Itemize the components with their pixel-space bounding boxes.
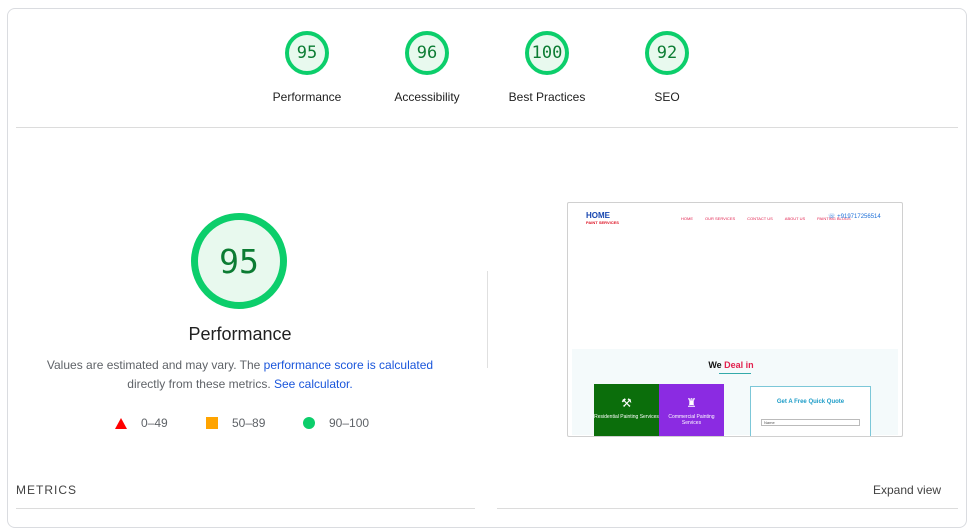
gauge-best-practices[interactable]: 100 Best Practices <box>487 31 607 104</box>
residential-tile: ⚒ Residential Painting Services <box>594 384 659 436</box>
desc-middle: directly from these metrics. <box>127 377 274 391</box>
performance-title: Performance <box>188 324 292 344</box>
gauge-label: Accessibility <box>394 90 460 104</box>
gauge-score: 96 <box>405 31 449 75</box>
legend-pass: 90–100 <box>303 416 369 430</box>
nav-item: HOME <box>681 216 693 221</box>
metrics-divider-right <box>497 508 958 509</box>
metrics-heading: METRICS <box>16 483 77 497</box>
gauge-performance[interactable]: 95 Performance <box>247 31 367 104</box>
legend-average: 50–89 <box>206 416 265 430</box>
gauge-seo[interactable]: 92 SEO <box>607 31 727 104</box>
circle-icon <box>303 417 315 429</box>
site-nav: HOME OUR SERVICES CONTACT US ABOUT US PA… <box>681 216 851 221</box>
phone-number: +919717256514 <box>837 214 881 220</box>
desc-prefix: Values are estimated and may vary. The <box>46 358 264 372</box>
deal-heading: We Deal in <box>568 360 894 370</box>
legend-range: 0–49 <box>141 416 168 430</box>
nav-item: CONTACT US <box>747 216 773 221</box>
triangle-icon <box>115 417 127 429</box>
paint-roller-icon: ⚒ <box>621 396 632 410</box>
nav-item: OUR SERVICES <box>705 216 736 221</box>
gauge-accessibility[interactable]: 96 Accessibility <box>367 31 487 104</box>
commercial-tile: ♜ Commercial Painting Services <box>659 384 724 436</box>
legend-range: 90–100 <box>329 416 370 430</box>
legend-fail: 0–49 <box>115 416 168 430</box>
tile-label: Commercial Painting Services <box>668 414 715 426</box>
performance-description: Values are estimated and may vary. The p… <box>40 356 440 394</box>
deal-we: We <box>708 360 725 370</box>
gauge-score: 100 <box>525 31 569 75</box>
score-calculation-link[interactable]: performance score is calculated <box>263 358 434 372</box>
category-gauges: 95 Performance 96 Accessibility 100 Best… <box>0 0 976 128</box>
logo-tagline: PAINT SERVICES <box>586 220 619 225</box>
metrics-divider-left <box>16 508 475 509</box>
vertical-divider <box>487 271 488 368</box>
nav-item: PAINTING BLOGS <box>817 216 851 221</box>
gauge-label: SEO <box>654 90 680 104</box>
gauge-label: Performance <box>272 90 342 104</box>
performance-score-gauge: 95 <box>191 213 287 309</box>
deal-in: Deal in <box>724 360 754 370</box>
quote-name-field: Name <box>761 419 860 426</box>
square-icon <box>206 417 218 429</box>
expand-view-toggle[interactable]: Expand view <box>873 483 942 497</box>
quote-title: Get A Free Quick Quote <box>776 399 845 405</box>
heading-underline <box>719 373 751 374</box>
section-divider <box>16 127 958 128</box>
nav-item: ABOUT US <box>784 216 806 221</box>
site-phone: ☏ +919717256514 <box>828 214 881 220</box>
gauge-score: 92 <box>645 31 689 75</box>
site-logo: HOME PAINT SERVICES <box>586 211 619 225</box>
gauge-score: 95 <box>285 31 329 75</box>
page-screenshot-thumbnail: HOME PAINT SERVICES HOME OUR SERVICES CO… <box>567 202 903 437</box>
tile-label: Residential Painting Services <box>594 414 659 420</box>
gauge-label: Best Practices <box>508 90 586 104</box>
logo-text: HOME <box>586 211 610 220</box>
paint-brush-icon: ♜ <box>686 396 697 410</box>
legend-range: 50–89 <box>232 416 266 430</box>
quote-form: Get A Free Quick Quote Name <box>750 386 871 436</box>
see-calculator-link[interactable]: See calculator. <box>273 377 353 391</box>
